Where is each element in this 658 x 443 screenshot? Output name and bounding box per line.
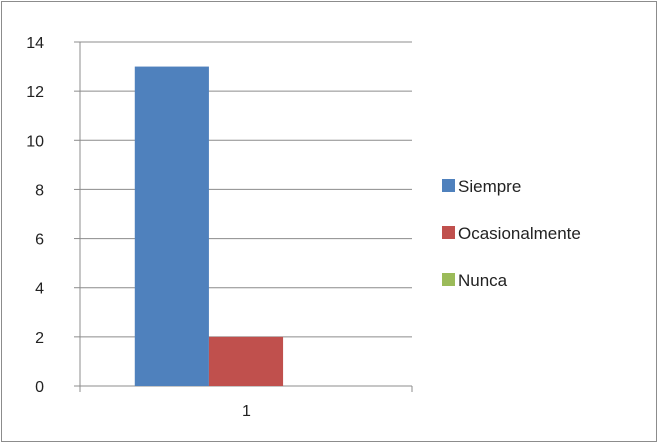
legend-label-nunca: Nunca (458, 271, 508, 290)
y-tick-label: 2 (35, 330, 44, 347)
y-tick-label: 6 (35, 232, 44, 249)
legend-swatch-nunca (442, 273, 455, 286)
legend-swatch-siempre (442, 179, 455, 192)
x-axis: 1 (79, 385, 413, 420)
y-tick-label: 8 (35, 182, 44, 199)
y-tick-label: 4 (35, 281, 44, 298)
bars (134, 66, 284, 387)
legend: Siempre Ocasionalmente Nunca (442, 177, 581, 290)
legend-swatch-ocasionalmente (442, 226, 455, 239)
y-axis: 0 2 4 6 8 10 12 14 (26, 35, 81, 396)
y-tick-label: 14 (26, 35, 44, 52)
bar-ocasionalmente (208, 336, 284, 386)
gridlines (80, 41, 412, 338)
bar-siempre (134, 66, 209, 387)
x-tick-label: 1 (242, 403, 251, 420)
legend-label-ocasionalmente: Ocasionalmente (458, 224, 581, 243)
y-tick-label: 0 (35, 379, 44, 396)
y-tick-label: 12 (26, 84, 44, 101)
legend-label-siempre: Siempre (458, 177, 521, 196)
y-tick-label: 10 (26, 133, 44, 150)
